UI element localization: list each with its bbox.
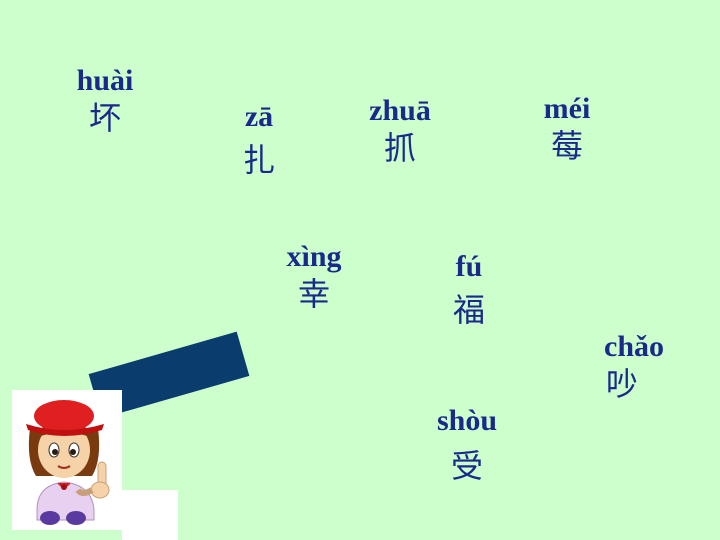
hanzi-label: 扎 xyxy=(242,141,275,179)
pinyin-label: shòu xyxy=(436,404,498,437)
hanzi-label: 吵 xyxy=(606,365,639,403)
pinyin-label: chǎo xyxy=(604,330,664,363)
pinyin-label: zā xyxy=(244,100,274,133)
hanzi-label: 莓 xyxy=(550,127,583,165)
word-card-shou[interactable]: shòu 受 xyxy=(420,404,514,486)
word-card-chao[interactable]: chǎo 吵 xyxy=(588,330,680,404)
hanzi-label: 坏 xyxy=(88,99,121,137)
cartoon-girl-pointing-icon xyxy=(12,390,122,530)
white-box xyxy=(122,490,178,540)
word-card-mei[interactable]: méi 莓 xyxy=(526,92,608,166)
word-card-fu[interactable]: fú 福 xyxy=(438,250,500,330)
hanzi-label: 受 xyxy=(450,447,483,485)
word-card-za[interactable]: zā 扎 xyxy=(222,100,296,180)
word-card-huai[interactable]: huài 坏 xyxy=(60,64,150,138)
pinyin-label: méi xyxy=(543,92,591,125)
hanzi-label: 幸 xyxy=(297,275,330,313)
word-card-xing[interactable]: xìng 幸 xyxy=(272,240,356,314)
pinyin-label: zhuā xyxy=(369,94,431,127)
pinyin-label: xìng xyxy=(286,240,342,273)
hanzi-label: 抓 xyxy=(383,129,416,167)
word-card-zhua[interactable]: zhuā 抓 xyxy=(352,94,448,168)
pinyin-label: huài xyxy=(76,64,134,97)
hanzi-label: 福 xyxy=(452,291,485,329)
pinyin-label: fú xyxy=(455,250,483,283)
